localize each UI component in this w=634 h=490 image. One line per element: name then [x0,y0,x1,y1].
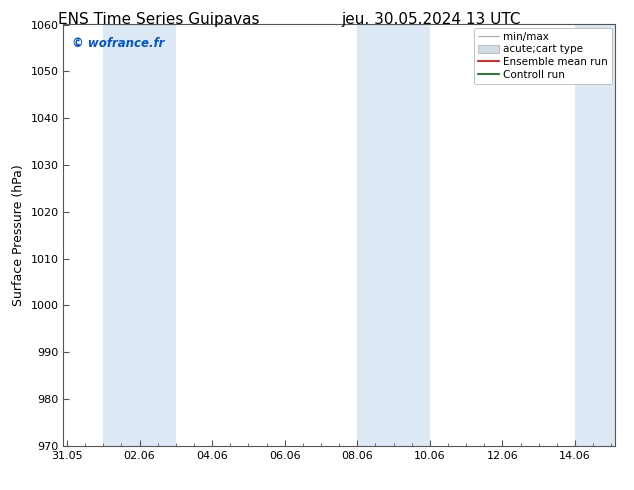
Y-axis label: Surface Pressure (hPa): Surface Pressure (hPa) [12,164,25,306]
Text: jeu. 30.05.2024 13 UTC: jeu. 30.05.2024 13 UTC [341,12,521,27]
Bar [103,24,176,446]
Bar [575,24,615,446]
Legend: min/max, acute;cart type, Ensemble mean run, Controll run: min/max, acute;cart type, Ensemble mean … [474,27,612,84]
Text: ENS Time Series Guipavas: ENS Time Series Guipavas [58,12,259,27]
Bar [358,24,430,446]
Text: © wofrance.fr: © wofrance.fr [72,37,164,50]
